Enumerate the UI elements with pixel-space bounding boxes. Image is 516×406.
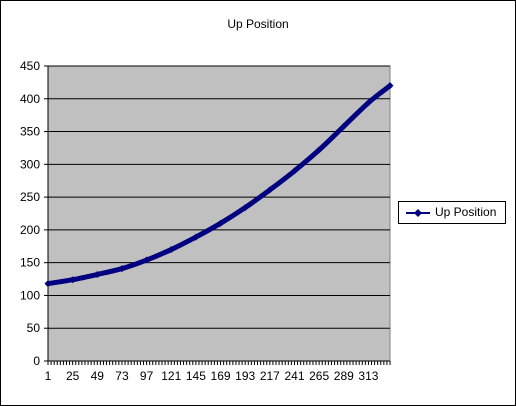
x-tick-label: 289 (334, 369, 354, 383)
data-point (340, 122, 348, 130)
data-point (69, 276, 77, 284)
x-tick-label: 73 (115, 369, 129, 383)
data-point (192, 233, 200, 241)
data-point (217, 219, 225, 227)
x-tick-label: 217 (260, 369, 280, 383)
legend-label: Up Position (435, 205, 497, 219)
legend-marker (414, 209, 422, 217)
data-point (315, 146, 323, 154)
x-tick-label: 145 (186, 369, 206, 383)
y-tick-label: 50 (27, 321, 41, 335)
y-tick-label: 150 (20, 256, 40, 270)
y-tick-label: 350 (20, 125, 40, 139)
y-tick-label: 200 (20, 223, 40, 237)
y-tick-label: 100 (20, 288, 40, 302)
y-tick-label: 450 (20, 59, 40, 73)
data-point (143, 256, 151, 264)
data-point (241, 204, 249, 212)
y-tick-label: 250 (20, 190, 40, 204)
axes (44, 65, 391, 365)
data-point (266, 186, 274, 194)
x-tick-label: 49 (91, 369, 105, 383)
x-tick-label: 1 (45, 369, 52, 383)
x-tick-label: 193 (235, 369, 255, 383)
chart-title: Up Position (227, 17, 289, 31)
y-tick-label: 0 (33, 354, 40, 368)
x-tick-label: 97 (140, 369, 154, 383)
data-point (118, 265, 126, 273)
y-tick-label: 400 (20, 92, 40, 106)
x-tick-label: 169 (211, 369, 231, 383)
data-point (386, 82, 394, 90)
data-point (364, 99, 372, 107)
x-tick-label: 265 (309, 369, 329, 383)
x-tick-label: 241 (284, 369, 304, 383)
data-point (167, 246, 175, 254)
series-layer (44, 82, 394, 288)
legend-swatch (406, 209, 430, 217)
plot-area (47, 65, 391, 362)
data-point (93, 270, 101, 278)
data-point (44, 280, 52, 288)
data-point (290, 167, 298, 175)
x-tick-label: 121 (161, 369, 181, 383)
y-tick-labels: 0 50 100 150 200 250 300 350 400 450 (20, 59, 40, 368)
x-tick-labels: 1 25 49 73 97 121 145 169 193 217 241 265 289 313 (45, 369, 379, 383)
x-tick-label: 313 (358, 369, 378, 383)
gridlines (48, 65, 390, 329)
legend: Up Position (398, 201, 506, 224)
y-tick-label: 300 (20, 157, 40, 171)
x-tick-label: 25 (66, 369, 80, 383)
